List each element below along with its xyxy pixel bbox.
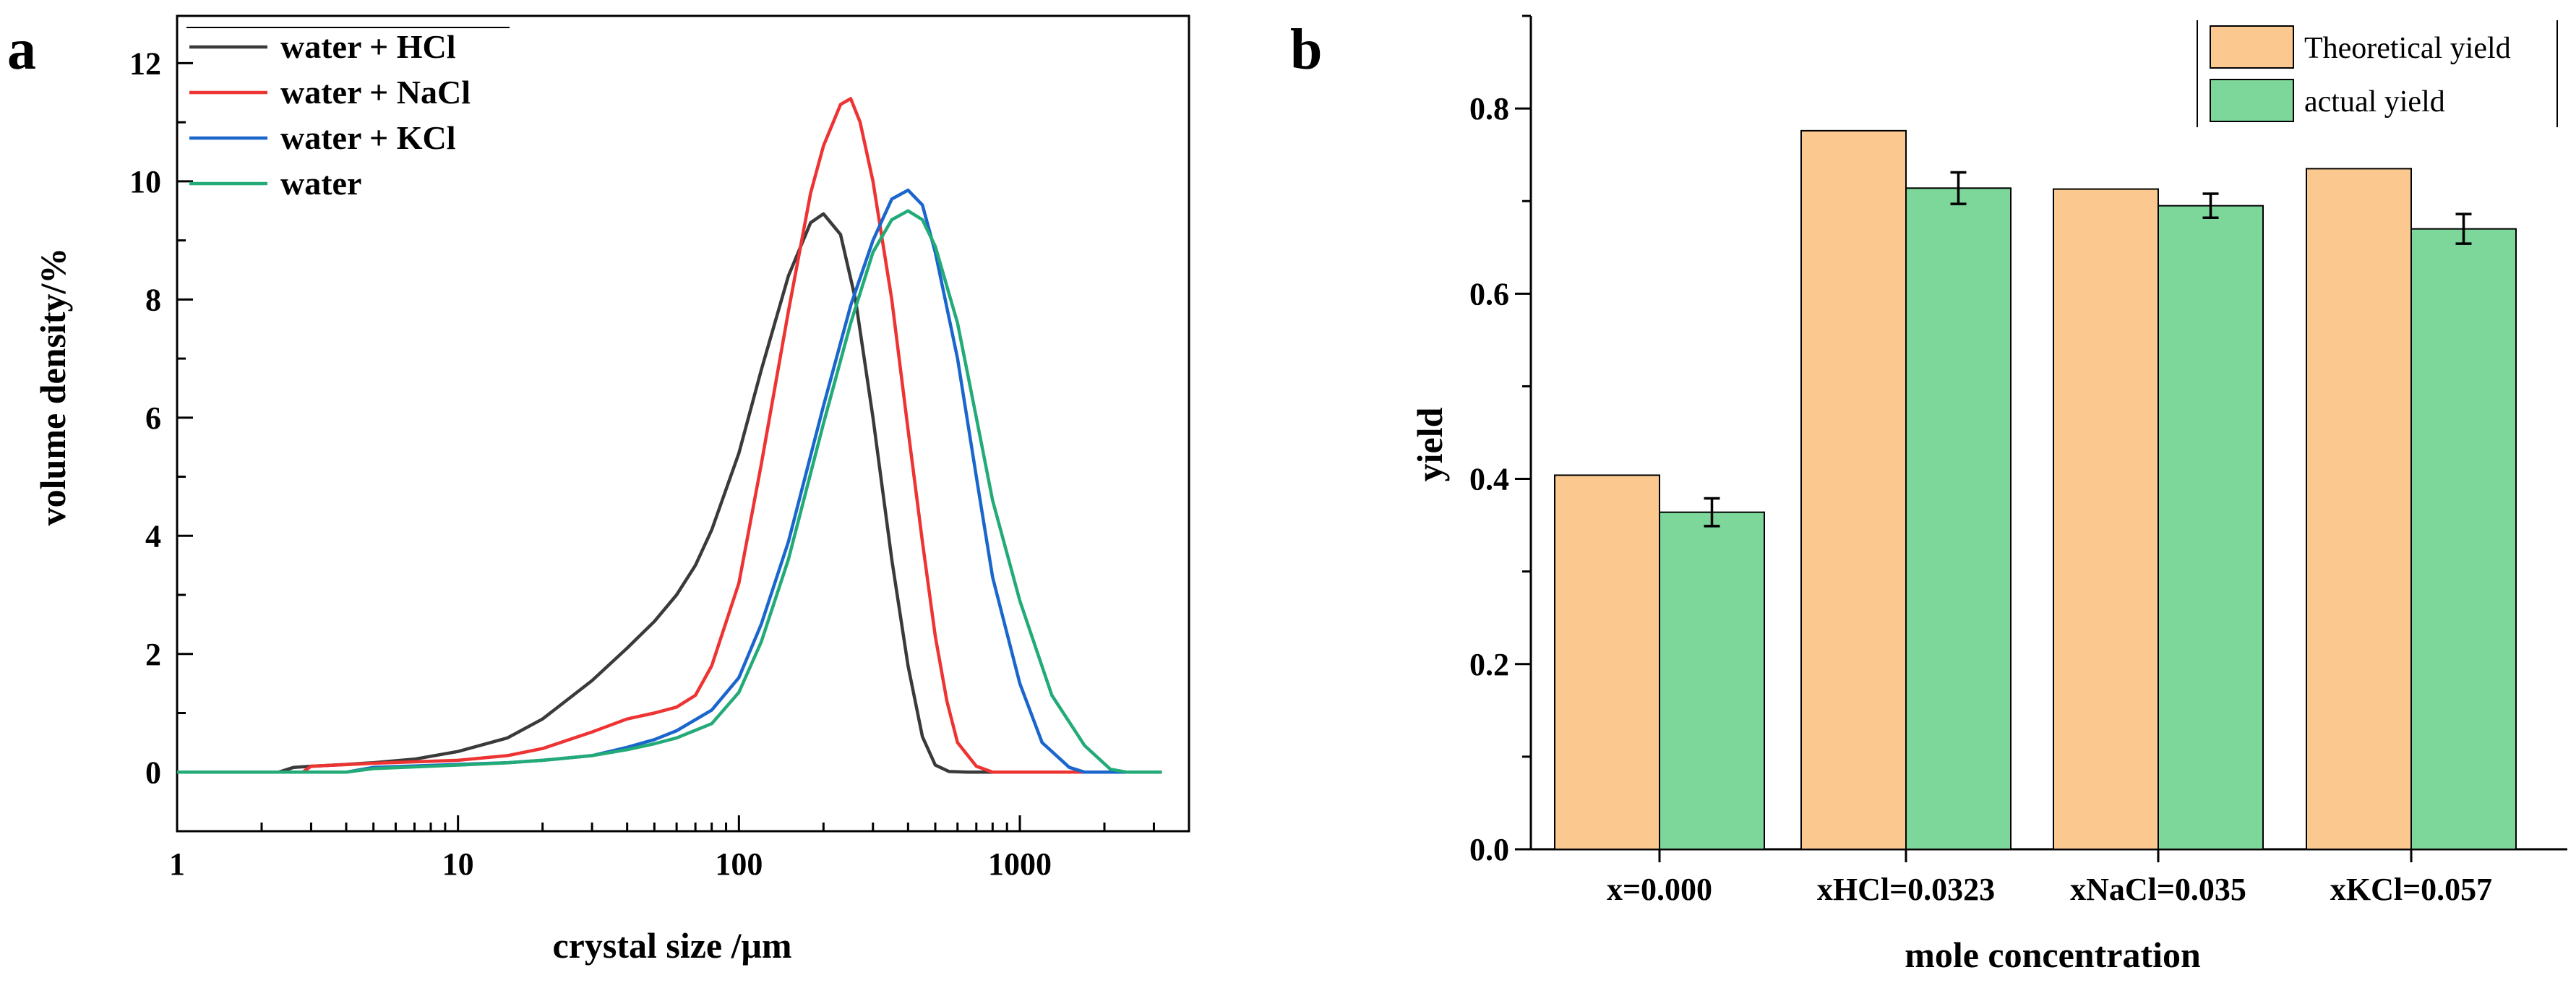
series-line-water bbox=[177, 209, 1162, 774]
panel-label-b: b bbox=[1290, 18, 1323, 82]
plot-area-b bbox=[1515, 14, 2567, 862]
series-line-water-hcl bbox=[177, 212, 1162, 774]
series-line-water-nacl bbox=[177, 97, 1162, 774]
x-tick-label-b: xNaCl=0.035 bbox=[2070, 872, 2246, 907]
y-axis-title-b: yield bbox=[1409, 407, 1450, 481]
x-tick-label-b: x=0.000 bbox=[1607, 872, 1712, 907]
x-axis-title-b: mole concentration bbox=[1905, 935, 2201, 975]
y-tick-label-a: 2 bbox=[145, 637, 161, 672]
bar-actual-yield bbox=[1905, 187, 2012, 850]
y-tick-label-a: 6 bbox=[145, 400, 161, 436]
plot-area-a bbox=[176, 14, 1190, 833]
y-tick-label-b: 0.8 bbox=[1469, 91, 1509, 126]
y-tick-label-b: 0.6 bbox=[1469, 276, 1509, 312]
x-axis-title-a: crystal size /μm bbox=[552, 925, 791, 966]
legend-label-water-nacl: water + NaCl bbox=[280, 74, 471, 111]
y-tick-label-b: 0.2 bbox=[1469, 647, 1509, 682]
legend-label-theoretical-yield: Theoretical yield bbox=[2304, 32, 2511, 65]
bar-theoretical-yield bbox=[2053, 188, 2159, 851]
bar-actual-yield bbox=[1659, 511, 1765, 850]
y-tick-labels-b: 0.0 0.2 0.4 0.6 0.8 bbox=[1469, 91, 1509, 867]
bar-actual-yield bbox=[2410, 228, 2517, 850]
legend-label-water-kcl: water + KCl bbox=[280, 119, 456, 156]
y-tick-label-a: 4 bbox=[145, 518, 161, 554]
bar-theoretical-yield bbox=[2306, 168, 2412, 850]
error-bar bbox=[2202, 192, 2219, 220]
bar-actual-yield bbox=[2158, 205, 2264, 850]
y-axis-title-a: volume density/% bbox=[33, 248, 73, 526]
y-tick-label-b: 0.4 bbox=[1469, 462, 1509, 497]
chart-b: b x=0.000 xHCl=0.0323 xNaCl=0.035 xKCl=0.05… bbox=[1290, 14, 2567, 975]
legend-a: water + HCl water + NaCl water + KCl water bbox=[186, 27, 510, 202]
y-tick-label-a: 10 bbox=[129, 164, 161, 199]
x-tick-label-a: 100 bbox=[715, 846, 763, 882]
series-line-water-kcl bbox=[177, 188, 1162, 774]
y-tick-labels-a: 0 2 4 6 8 10 12 bbox=[129, 46, 161, 790]
bar-theoretical-yield bbox=[1554, 474, 1660, 850]
x-tick-label-a: 1 bbox=[169, 846, 185, 882]
x-tick-label-b: xKCl=0.057 bbox=[2330, 872, 2492, 907]
panel-label-a: a bbox=[7, 18, 36, 82]
x-tick-label-a: 10 bbox=[442, 846, 474, 882]
error-bar bbox=[1704, 497, 1720, 528]
legend-label-actual-yield: actual yield bbox=[2304, 85, 2445, 119]
bar-theoretical-yield bbox=[1800, 129, 1907, 850]
x-tick-labels-b: x=0.000 xHCl=0.0323 xNaCl=0.035 xKCl=0.057 bbox=[1607, 872, 2492, 907]
legend-swatch-theoretical-yield bbox=[2210, 25, 2294, 69]
plot-frame-a bbox=[176, 14, 1190, 833]
legend-swatch-actual-yield bbox=[2210, 79, 2294, 122]
error-bar bbox=[2455, 213, 2472, 245]
legend-label-water-hcl: water + HCl bbox=[280, 28, 456, 65]
x-tick-label-a: 1000 bbox=[988, 846, 1052, 882]
y-tick-label-a: 0 bbox=[145, 755, 161, 790]
error-bar bbox=[1950, 171, 1967, 205]
y-tick-label-a: 12 bbox=[129, 46, 161, 81]
x-tick-label-b: xHCl=0.0323 bbox=[1817, 872, 1995, 907]
legend-label-water: water bbox=[280, 165, 361, 202]
x-tick-labels-a: 1 10 100 1000 bbox=[169, 846, 1052, 882]
y-tick-label-b: 0.0 bbox=[1469, 832, 1509, 867]
y-tick-label-a: 8 bbox=[145, 282, 161, 317]
legend-b: Theoretical yield actual yield bbox=[2197, 20, 2558, 127]
